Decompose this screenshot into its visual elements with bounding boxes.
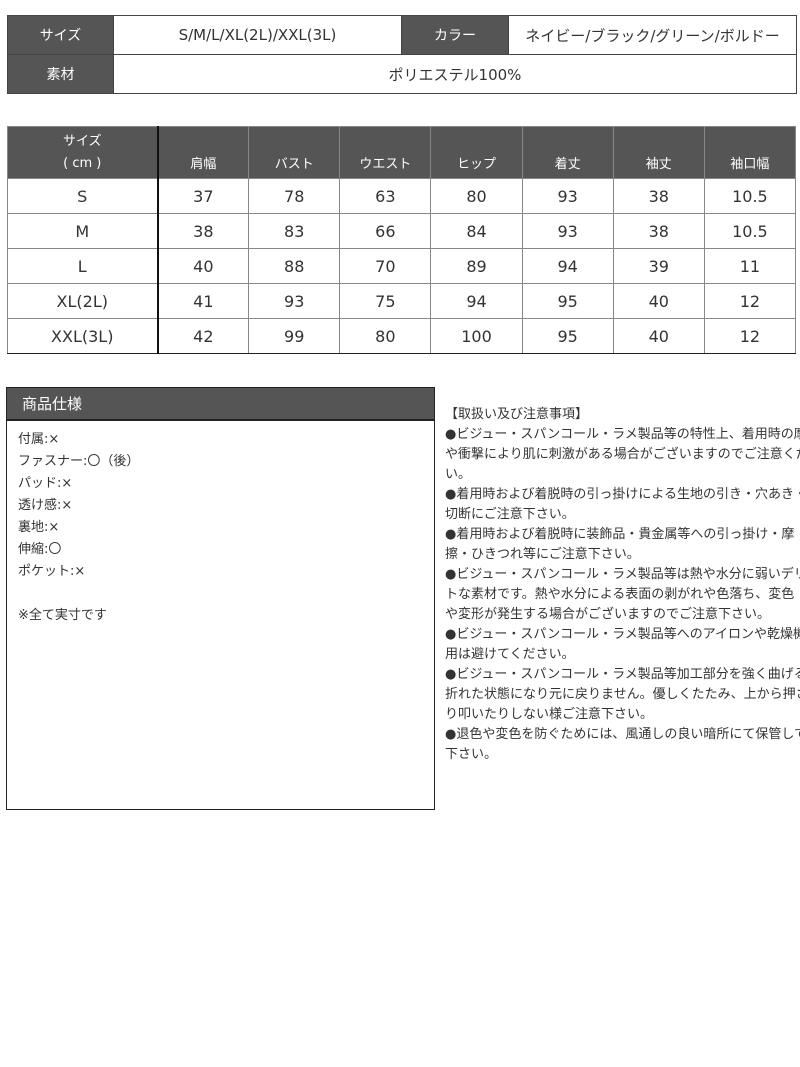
measurement-cell: 93 xyxy=(521,213,614,249)
measurement-cell: 99 xyxy=(248,318,341,354)
size-value: S/M/L/XL(2L)/XXL(3L) xyxy=(113,15,402,55)
spec-item: 伸縮:〇 xyxy=(18,542,62,557)
size-cell: M xyxy=(7,213,159,249)
size-label: サイズ xyxy=(7,15,114,55)
note-line: や変形が発生する場合がございますのでご注意下さい。 xyxy=(445,607,771,622)
measurement-cell: 11 xyxy=(703,248,797,284)
measurement-cell: 38 xyxy=(612,178,705,214)
size-cell: L xyxy=(7,248,159,284)
spec-item: パッド:× xyxy=(18,476,73,491)
measurement-cell: 88 xyxy=(248,248,341,284)
note-line: ●ビジュー・スパンコール・ラメ製品等加工部分を強く曲げると xyxy=(445,667,800,682)
note-line: い。 xyxy=(445,467,472,482)
measurement-cell: 80 xyxy=(430,178,523,214)
spec-list: 付属:× ファスナー:〇（後） パッド:× 透け感:× 裏地:× 伸縮:〇ポケット:× ※… xyxy=(7,421,434,627)
measurement-cell: 38 xyxy=(156,213,250,249)
care-notes: 【取扱い及び注意事項】 ●ビジュー・スパンコール・ラメ製品等の特性上、着用時の摩… xyxy=(445,405,800,765)
spec-item: 透け感:× xyxy=(18,498,73,513)
spec-item: 付属:× xyxy=(18,432,60,447)
column-header: 袖口幅 xyxy=(703,126,797,179)
measurement-cell: 41 xyxy=(156,283,250,319)
table-row: XL(2L) 41 93 75 94 95 40 12 xyxy=(7,283,797,319)
column-header: 肩幅 xyxy=(156,126,250,179)
note-line: ●着用時および着脱時の引っ掛けによる生地の引き・穴あき・ xyxy=(445,487,800,502)
note-line: ●ビジュー・スパンコール・ラメ製品等へのアイロンや乾燥機の使 xyxy=(445,627,800,642)
measurement-cell: 40 xyxy=(612,318,705,354)
color-label: カラー xyxy=(401,15,509,55)
column-header: 着丈 xyxy=(521,126,614,179)
measurement-cell: 12 xyxy=(703,318,797,354)
size-cell: XL(2L) xyxy=(7,283,159,319)
size-cell: S xyxy=(7,178,159,214)
note-line: 用は避けてください。 xyxy=(445,647,575,662)
measurement-cell: 37 xyxy=(156,178,250,214)
size-header-label: サイズ xyxy=(62,133,102,149)
unit-label: ( cm ) xyxy=(63,155,102,171)
spec-item: 裏地:× xyxy=(18,520,60,535)
measurement-cell: 95 xyxy=(521,283,614,319)
note-line: ●ビジュー・スパンコール・ラメ製品等は熱や水分に弱いデリケー xyxy=(445,567,800,582)
measurement-cell: 94 xyxy=(430,283,523,319)
measurement-cell: 93 xyxy=(248,283,341,319)
column-header: ウエスト xyxy=(339,126,432,179)
color-value: ネイビー/ブラック/グリーン/ボルドー xyxy=(508,15,797,55)
material-label: 素材 xyxy=(7,54,114,94)
measurement-cell: 80 xyxy=(339,318,432,354)
measurement-cell: 10.5 xyxy=(703,178,797,214)
measurement-cell: 10.5 xyxy=(703,213,797,249)
measurement-cell: 40 xyxy=(156,248,250,284)
note-line: 下さい。 xyxy=(445,747,498,762)
measurement-cell: 40 xyxy=(612,283,705,319)
spec-title: 商品仕様 xyxy=(7,388,434,421)
measurement-cell: 70 xyxy=(339,248,432,284)
note-line: トな素材です。熱や水分による表面の剥がれや色落ち、変色 xyxy=(445,587,795,602)
note-line: 切断にご注意下さい。 xyxy=(445,507,575,522)
measurement-cell: 63 xyxy=(339,178,432,214)
measurement-cell: 93 xyxy=(521,178,614,214)
note-line: や衝撃により肌に刺激がある場合がございますのでご注意くださ xyxy=(445,447,800,462)
measurement-cell: 78 xyxy=(248,178,341,214)
spec-item: ファスナー:〇（後） xyxy=(18,454,140,469)
measurement-cell: 83 xyxy=(248,213,341,249)
spec-note: ※全て実寸です xyxy=(18,608,107,623)
column-header: ヒップ xyxy=(430,126,523,179)
size-chart-table: サイズ( cm ) 肩幅 バスト ウエスト ヒップ 着丈 袖丈 袖口幅 S 37 78 63 80 9… xyxy=(7,126,797,354)
measurement-cell: 95 xyxy=(521,318,614,354)
measurement-cell: 66 xyxy=(339,213,432,249)
spacer xyxy=(18,583,434,605)
material-value: ポリエステル100% xyxy=(113,54,797,94)
measurement-cell: 100 xyxy=(430,318,523,354)
measurement-cell: 89 xyxy=(430,248,523,284)
measurement-cell: 42 xyxy=(156,318,250,354)
size-cell: XXL(3L) xyxy=(7,318,159,354)
column-header: バスト xyxy=(248,126,341,179)
measurement-cell: 94 xyxy=(521,248,614,284)
note-line: 擦・ひきつれ等にご注意下さい。 xyxy=(445,547,640,562)
measurement-cell: 39 xyxy=(612,248,705,284)
note-line: ●着用時および着脱時に装飾品・貴金属等への引っ掛け・摩 xyxy=(445,527,795,542)
note-line: ●退色や変色を防ぐためには、風通しの良い暗所にて保管して xyxy=(445,727,800,742)
measurement-cell: 75 xyxy=(339,283,432,319)
size-header: サイズ ( cm ) xyxy=(7,126,159,179)
note-line: ●ビジュー・スパンコール・ラメ製品等の特性上、着用時の摩擦 xyxy=(445,427,800,442)
table-row: M 38 83 66 84 93 38 10.5 xyxy=(7,213,797,249)
note-line: 折れた状態になり元に戻りません。優しくたたみ、上から押さえた xyxy=(445,687,800,702)
product-info-table: サイズ S/M/L/XL(2L)/XXL(3L) カラー ネイビー/ブラック/グ… xyxy=(7,15,797,94)
spec-item: ポケット:× xyxy=(18,564,86,579)
measurement-cell: 38 xyxy=(612,213,705,249)
measurement-cell: 12 xyxy=(703,283,797,319)
table-row: S 37 78 63 80 93 38 10.5 xyxy=(7,178,797,214)
column-header: 袖丈 xyxy=(612,126,705,179)
product-spec-box: 商品仕様 付属:× ファスナー:〇（後） パッド:× 透け感:× 裏地:× 伸縮:〇ポケッ… xyxy=(6,387,435,810)
note-line: り叩いたりしない様ご注意下さい。 xyxy=(445,707,654,722)
table-row: L 40 88 70 89 94 39 11 xyxy=(7,248,797,284)
measurement-cell: 84 xyxy=(430,213,523,249)
notes-title: 【取扱い及び注意事項】 xyxy=(445,407,589,422)
table-row: XXL(3L) 42 99 80 100 95 40 12 xyxy=(7,318,797,354)
